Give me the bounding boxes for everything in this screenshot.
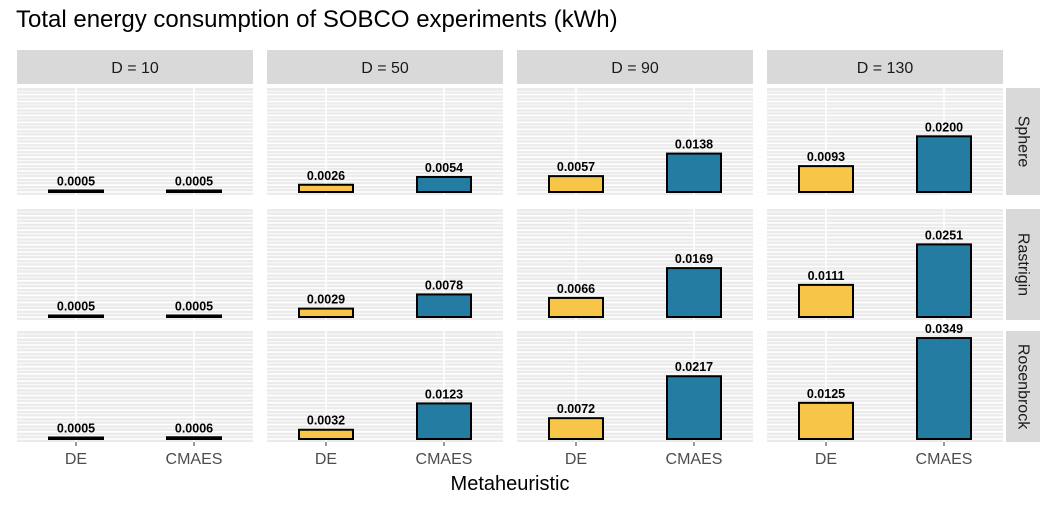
bar-label-rastrigin-d-130-de: 0.0111	[808, 269, 845, 283]
bar-sphere-d-50-cmaes	[416, 175, 472, 193]
bar-label-rosenbrock-d-90-de: 0.0072	[557, 402, 595, 416]
bar-rosenbrock-d-50-de	[298, 428, 354, 441]
bar-sphere-d-90-cmaes	[666, 152, 722, 193]
bar-rastrigin-d-130-de	[798, 283, 854, 318]
bar-rastrigin-d-90-cmaes	[666, 267, 722, 318]
bar-rosenbrock-d-130-cmaes	[916, 337, 972, 440]
x-tick-label-de: DE	[815, 451, 837, 468]
strip-label-sphere: Sphere	[1015, 116, 1032, 168]
bar-rastrigin-d-10-de	[48, 314, 104, 318]
bar-label-sphere-d-10-cmaes: 0.0005	[175, 175, 213, 189]
bar-sphere-d-10-cmaes	[166, 189, 222, 193]
bar-rastrigin-d-90-de	[548, 296, 604, 319]
strip-d-130	[767, 50, 1003, 84]
strip-d-90	[517, 50, 753, 84]
strip-label-d-130: D = 130	[857, 60, 914, 77]
x-tick-label-cmaes: CMAES	[416, 451, 473, 468]
bar-label-rastrigin-d-50-cmaes: 0.0078	[425, 278, 463, 292]
bar-rosenbrock-d-10-cmaes	[166, 436, 222, 441]
strip-label-d-90: D = 90	[611, 60, 659, 77]
bar-rastrigin-d-50-de	[298, 307, 354, 319]
x-tick-label-cmaes: CMAES	[666, 451, 723, 468]
panel-sphere-d-10	[17, 88, 253, 195]
panel-rosenbrock-d-10	[17, 331, 253, 442]
strip-rastrigin	[1006, 209, 1040, 320]
bar-label-rosenbrock-d-130-cmaes: 0.0349	[925, 322, 963, 336]
strip-label-d-10: D = 10	[111, 60, 159, 77]
bar-rosenbrock-d-90-de	[548, 417, 604, 441]
bar-label-sphere-d-130-de: 0.0093	[807, 150, 845, 164]
bar-label-rosenbrock-d-10-de: 0.0005	[57, 422, 95, 436]
bar-rosenbrock-d-130-de	[798, 401, 854, 441]
bar-sphere-d-130-de	[798, 165, 854, 194]
bar-rosenbrock-d-50-cmaes	[416, 402, 472, 441]
bar-rastrigin-d-50-cmaes	[416, 293, 472, 319]
strip-label-rastrigin: Rastrigin	[1015, 233, 1032, 296]
bar-rosenbrock-d-90-cmaes	[666, 375, 722, 441]
bar-sphere-d-90-de	[548, 175, 604, 194]
x-tick-label-cmaes: CMAES	[916, 451, 973, 468]
x-tick-label-de: DE	[65, 451, 87, 468]
x-tick-label-de: DE	[315, 451, 337, 468]
bar-label-rastrigin-d-50-de: 0.0029	[307, 293, 345, 307]
bar-label-rastrigin-d-10-de: 0.0005	[57, 300, 95, 314]
bar-label-rosenbrock-d-90-cmaes: 0.0217	[675, 360, 713, 374]
strip-sphere	[1006, 88, 1040, 195]
strip-label-rosenbrock: Rosenbrock	[1015, 344, 1032, 430]
bar-label-sphere-d-50-de: 0.0026	[307, 169, 345, 183]
bar-label-rastrigin-d-10-cmaes: 0.0005	[175, 300, 213, 314]
x-axis-title: Metaheuristic	[451, 473, 570, 495]
strip-rosenbrock	[1006, 331, 1040, 442]
bar-label-rosenbrock-d-50-de: 0.0032	[307, 414, 345, 428]
bar-rastrigin-d-10-cmaes	[166, 314, 222, 318]
x-tick-label-cmaes: CMAES	[166, 451, 223, 468]
bar-sphere-d-130-cmaes	[916, 135, 972, 193]
bar-label-rastrigin-d-130-cmaes: 0.0251	[925, 228, 963, 242]
bar-sphere-d-10-de	[48, 189, 104, 193]
bar-label-sphere-d-90-de: 0.0057	[557, 160, 595, 174]
bar-rastrigin-d-130-cmaes	[916, 243, 972, 318]
chart-title: Total energy consumption of SOBCO experi…	[16, 6, 618, 33]
bar-label-rastrigin-d-90-de: 0.0066	[557, 282, 595, 296]
strip-d-50	[267, 50, 503, 84]
bar-label-sphere-d-130-cmaes: 0.0200	[925, 120, 963, 134]
strip-d-10	[17, 50, 253, 84]
bar-label-sphere-d-10-de: 0.0005	[57, 175, 95, 189]
panel-rastrigin-d-10	[17, 209, 253, 320]
bar-label-rosenbrock-d-50-cmaes: 0.0123	[425, 387, 463, 401]
bar-label-sphere-d-50-cmaes: 0.0054	[425, 161, 463, 175]
bar-sphere-d-50-de	[298, 183, 354, 194]
bar-label-rosenbrock-d-130-de: 0.0125	[807, 387, 845, 401]
strip-label-d-50: D = 50	[361, 60, 409, 77]
bar-label-sphere-d-90-cmaes: 0.0138	[675, 138, 713, 152]
x-tick-label-de: DE	[565, 451, 587, 468]
bar-rosenbrock-d-10-de	[48, 436, 104, 440]
bar-label-rosenbrock-d-10-cmaes: 0.0006	[175, 421, 213, 435]
bar-label-rastrigin-d-90-cmaes: 0.0169	[675, 252, 713, 266]
